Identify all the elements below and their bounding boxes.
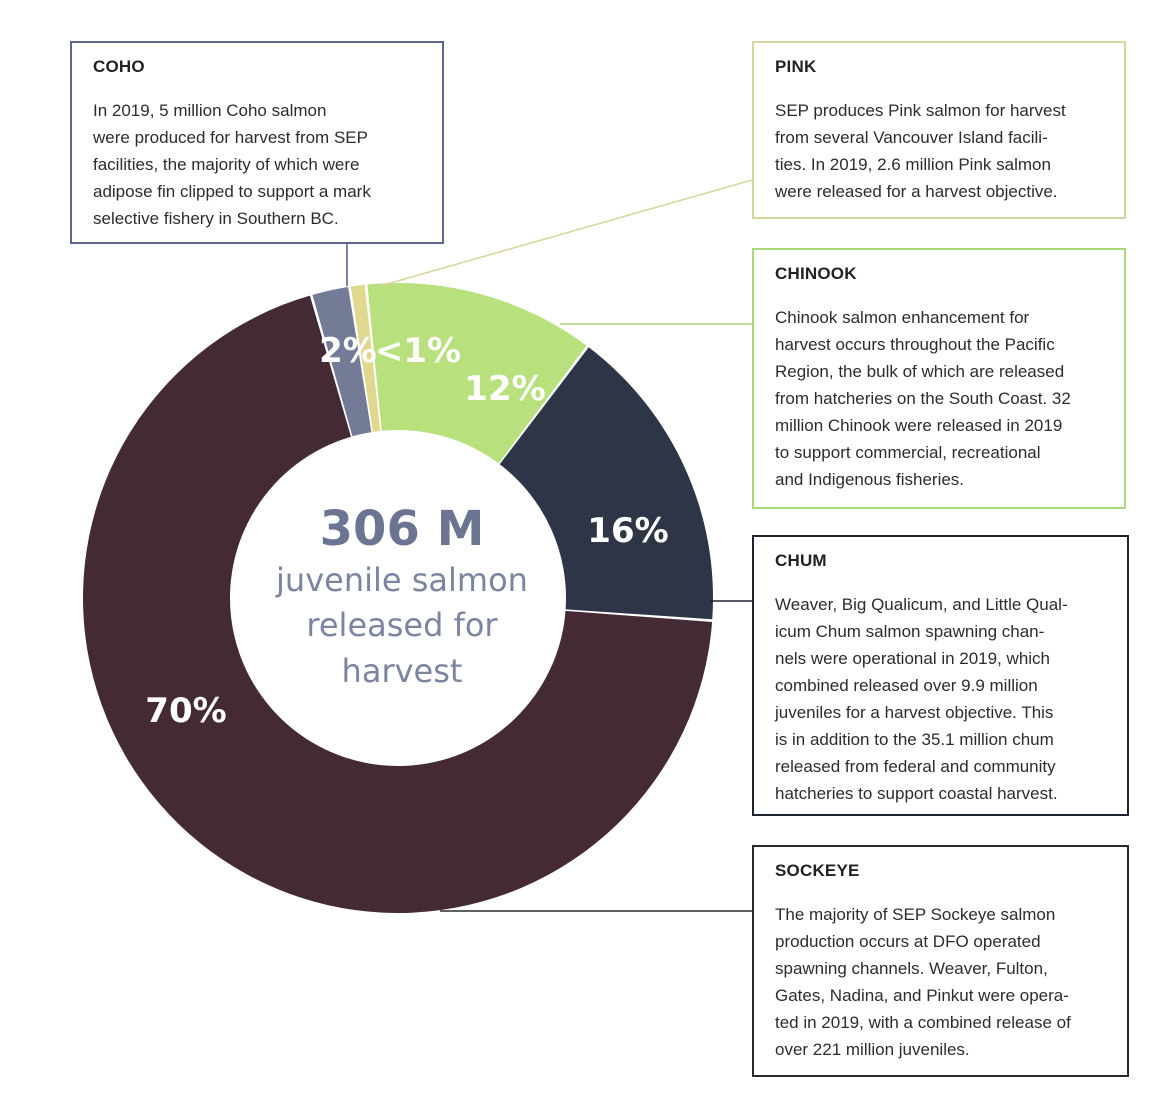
chinook-text-line: Chinook salmon enhancement for	[775, 308, 1030, 327]
pink-text-line: from several Vancouver Island facili-	[775, 128, 1048, 147]
slice-label-chum: 16%	[587, 511, 668, 551]
pink-text-line: SEP produces Pink salmon for harvest	[775, 101, 1066, 120]
chinook-text-line: from hatcheries on the South Coast. 32	[775, 389, 1071, 408]
coho-text-line: facilities, the majority of which were	[93, 155, 360, 174]
chinook-text: Chinook salmon enhancement for harvest o…	[775, 304, 1104, 493]
center-line-3: harvest	[342, 652, 463, 690]
slice-label-pink: <1%	[375, 331, 461, 371]
coho-info-box: COHO In 2019, 5 million Coho salmon were…	[70, 41, 444, 244]
sockeye-text-line: spawning channels. Weaver, Fulton,	[775, 959, 1048, 978]
coho-text-line: adipose fin clipped to support a mark	[93, 182, 371, 201]
sockeye-info-box: SOCKEYE The majority of SEP Sockeye salm…	[752, 845, 1129, 1077]
chinook-info-box: CHINOOK Chinook salmon enhancement for h…	[752, 248, 1126, 509]
coho-text-line: In 2019, 5 million Coho salmon	[93, 101, 327, 120]
pink-info-box: PINK SEP produces Pink salmon for harves…	[752, 41, 1126, 219]
pink-text-line: ties. In 2019, 2.6 million Pink salmon	[775, 155, 1051, 174]
sockeye-text-line: production occurs at DFO operated	[775, 932, 1041, 951]
chum-info-box: CHUM Weaver, Big Qualicum, and Little Qu…	[752, 535, 1129, 816]
coho-title: COHO	[93, 57, 145, 76]
center-line-2: released for	[306, 606, 498, 644]
slice-pink	[350, 284, 381, 432]
chinook-text-line: to support commercial, recreational	[775, 443, 1041, 462]
chinook-text-line: and Indigenous fisheries.	[775, 470, 965, 489]
pink-text-line: were released for a harvest objective.	[775, 182, 1058, 201]
chum-title: CHUM	[775, 551, 827, 570]
chinook-text-line: Region, the bulk of which are released	[775, 362, 1065, 381]
center-total: 306 M	[320, 501, 485, 557]
donut-slices	[83, 283, 713, 913]
chum-text-line: juveniles for a harvest objective. This	[775, 703, 1054, 722]
sockeye-title: SOCKEYE	[775, 861, 860, 880]
pink-title: PINK	[775, 57, 817, 76]
chinook-text-line: harvest occurs throughout the Pacific	[775, 335, 1055, 354]
chum-text-line: hatcheries to support coastal harvest.	[775, 784, 1058, 803]
chum-text-line: combined released over 9.9 million	[775, 676, 1038, 695]
sockeye-text-line: Gates, Nadina, and Pinkut were opera-	[775, 986, 1069, 1005]
sockeye-text-line: ted in 2019, with a combined release of	[775, 1013, 1071, 1032]
connector-pink	[379, 179, 753, 287]
sockeye-text-line: The majority of SEP Sockeye salmon	[775, 905, 1056, 924]
coho-text-line: were produced for harvest from SEP	[93, 128, 368, 147]
sockeye-text-line: over 221 million juveniles.	[775, 1040, 970, 1059]
connector-lines	[346, 179, 753, 912]
slice-chinook	[367, 283, 587, 464]
coho-text-line: selective fishery in Southern BC.	[93, 209, 339, 228]
chum-text-line: nels were operational in 2019, which	[775, 649, 1051, 668]
chum-text-line: Weaver, Big Qualicum, and Little Qual-	[775, 595, 1068, 614]
slice-chum	[499, 347, 713, 620]
chum-text-line: is in addition to the 35.1 million chum	[775, 730, 1054, 749]
slice-labels: 2%<1%12% 16% 70%	[145, 331, 668, 731]
chum-text-line: icum Chum salmon spawning chan-	[775, 622, 1045, 641]
pink-text: SEP produces Pink salmon for harvest fro…	[775, 97, 1104, 205]
chinook-text-line: million Chinook were released in 2019	[775, 416, 1063, 435]
slice-label-chinook: 12%	[464, 369, 545, 409]
slice-label-sockeye: 70%	[145, 691, 226, 731]
chum-text-line: released from federal and community	[775, 757, 1056, 776]
coho-text: In 2019, 5 million Coho salmon were prod…	[93, 97, 422, 232]
slice-label-coho: 2%	[319, 331, 377, 371]
sockeye-text: The majority of SEP Sockeye salmon produ…	[775, 901, 1107, 1063]
chinook-title: CHINOOK	[775, 264, 857, 283]
slice-sockeye	[83, 295, 713, 913]
slice-coho	[312, 286, 372, 437]
center-line-1: juvenile salmon	[275, 561, 528, 599]
chum-text: Weaver, Big Qualicum, and Little Qual- i…	[775, 591, 1107, 807]
